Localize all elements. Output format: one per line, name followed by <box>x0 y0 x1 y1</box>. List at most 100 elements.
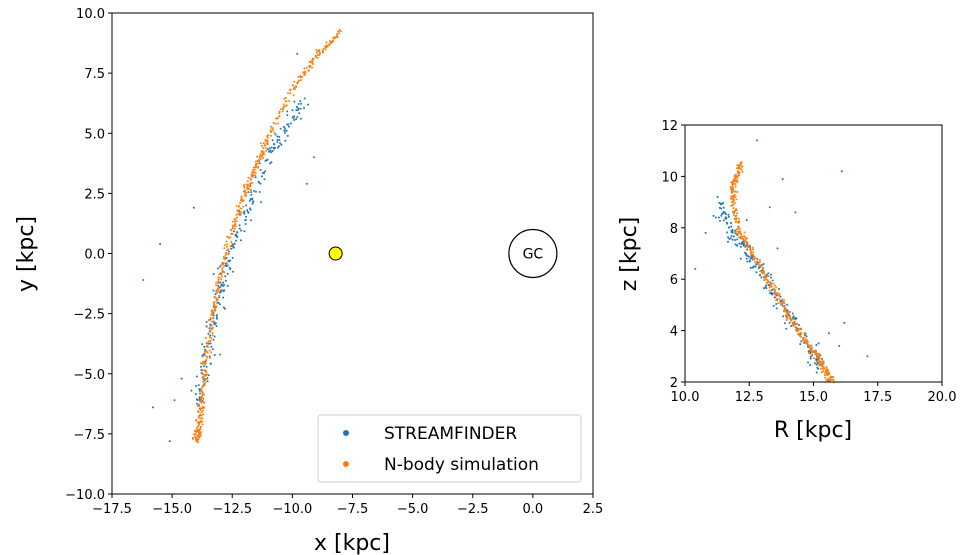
nbody-point <box>205 371 208 374</box>
streamfinder-point <box>762 263 765 265</box>
nbody-point <box>737 232 740 235</box>
streamfinder-point <box>260 201 262 204</box>
nbody-point <box>328 44 331 47</box>
streamfinder-point <box>283 131 286 134</box>
nbody-point <box>803 339 806 342</box>
streamfinder-point <box>282 125 285 128</box>
streamfinder-point <box>236 231 239 234</box>
nbody-point <box>288 100 291 102</box>
streamfinder-point <box>694 267 697 270</box>
streamfinder-point <box>303 107 305 109</box>
streamfinder-point <box>730 222 732 224</box>
nbody-point <box>302 71 304 74</box>
streamfinder-point <box>276 141 279 144</box>
streamfinder-point <box>746 248 749 251</box>
nbody-point <box>202 400 205 403</box>
nbody-point <box>832 375 835 378</box>
streamfinder-point <box>712 214 715 217</box>
streamfinder-point <box>206 380 209 383</box>
y-tick-label: 7.5 <box>84 67 105 82</box>
nbody-point <box>732 212 735 215</box>
nbody-point <box>197 425 200 428</box>
nbody-point <box>763 279 766 282</box>
nbody-point <box>730 201 733 204</box>
x-tick-label: 12.5 <box>735 390 764 405</box>
nbody-point <box>255 165 257 168</box>
nbody-point <box>336 36 339 39</box>
nbody-point <box>730 181 733 184</box>
nbody-point <box>198 436 201 439</box>
nbody-point <box>248 183 251 185</box>
streamfinder-point <box>250 219 252 222</box>
nbody-point <box>815 350 817 353</box>
streamfinder-point <box>786 303 789 306</box>
nbody-point <box>732 207 735 210</box>
streamfinder-point <box>293 115 296 118</box>
nbody-point <box>825 370 828 373</box>
streamfinder-point <box>730 225 733 228</box>
nbody-point <box>195 430 198 433</box>
streamfinder-point <box>720 213 723 215</box>
streamfinder-point <box>729 237 732 240</box>
streamfinder-point <box>222 284 225 287</box>
streamfinder-point <box>246 210 249 213</box>
nbody-point <box>816 356 819 359</box>
streamfinder-point <box>227 250 230 253</box>
nbody-point <box>743 231 746 234</box>
streamfinder-point <box>748 260 751 263</box>
nbody-point <box>201 386 204 389</box>
nbody-point <box>738 163 741 166</box>
gc-circle <box>508 228 558 279</box>
nbody-point <box>289 92 292 95</box>
streamfinder-point <box>209 334 212 337</box>
streamfinder-point <box>805 335 808 338</box>
nbody-point <box>795 328 798 331</box>
nbody-point <box>321 49 324 52</box>
streamfinder-point <box>296 116 299 119</box>
nbody-point <box>199 428 201 430</box>
nbody-point <box>335 36 338 38</box>
nbody-point <box>828 371 830 374</box>
nbody-point <box>332 40 334 43</box>
streamfinder-point <box>305 182 308 185</box>
y-tick-label: 2.5 <box>84 187 105 202</box>
nbody-point <box>776 299 779 302</box>
nbody-point <box>729 186 732 189</box>
streamfinder-point <box>278 145 280 148</box>
streamfinder-point <box>224 275 227 278</box>
nbody-point <box>230 240 233 243</box>
nbody-point <box>336 34 339 37</box>
nbody-point <box>256 160 259 162</box>
nbody-point <box>316 56 319 59</box>
nbody-point <box>736 212 739 215</box>
nbody-point <box>272 121 275 124</box>
streamfinder-point <box>753 265 756 268</box>
nbody-point <box>783 306 786 309</box>
nbody-point <box>774 293 777 296</box>
streamfinder-point <box>736 238 739 241</box>
legend-marker-nbody <box>343 461 349 467</box>
nbody-point <box>261 154 264 157</box>
streamfinder-point <box>717 216 720 219</box>
streamfinder-point <box>266 148 269 151</box>
nbody-point <box>309 64 312 67</box>
nbody-point <box>284 96 287 99</box>
nbody-point <box>800 327 803 330</box>
nbody-point <box>292 88 295 90</box>
streamfinder-point <box>227 260 230 262</box>
streamfinder-point <box>727 236 729 239</box>
streamfinder-point <box>783 322 786 325</box>
streamfinder-point <box>205 321 208 323</box>
nbody-point <box>744 238 747 241</box>
nbody-point <box>739 235 742 238</box>
nbody-point <box>329 42 332 45</box>
streamfinder-point <box>809 357 812 360</box>
nbody-point <box>202 373 205 376</box>
streamfinder-point <box>270 151 273 154</box>
streamfinder-point <box>726 231 729 234</box>
nbody-point <box>246 186 249 189</box>
nbody-point <box>810 344 813 347</box>
streamfinder-point <box>809 355 812 358</box>
nbody-point <box>242 205 245 208</box>
